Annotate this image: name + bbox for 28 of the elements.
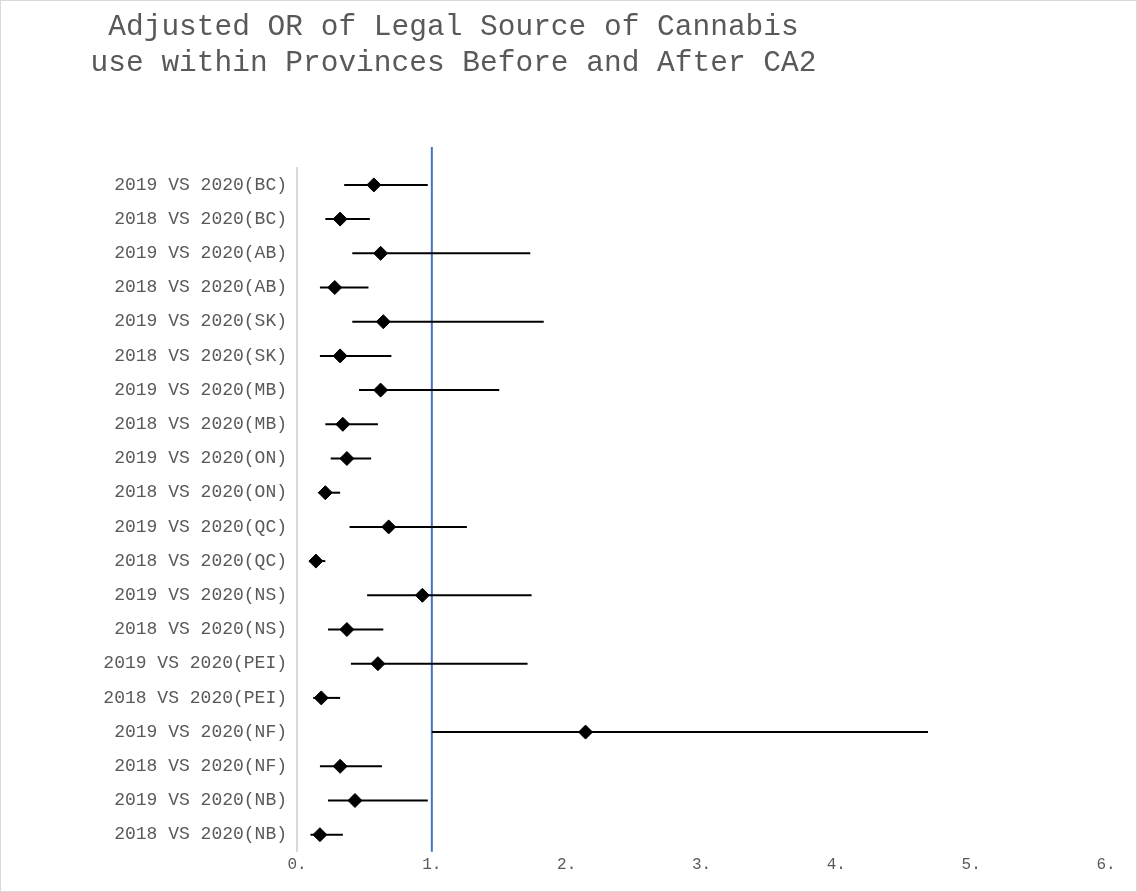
- x-tick-label: 4.: [826, 855, 846, 874]
- y-tick-label: 2019 VS 2020(SK): [114, 311, 287, 332]
- x-tick-label: 6.: [1096, 855, 1116, 874]
- x-tick-label: 0.: [287, 855, 307, 874]
- y-tick-label: 2019 VS 2020(ON): [114, 448, 287, 469]
- y-tick-label: 2019 VS 2020(MB): [114, 379, 287, 400]
- y-tick-label: 2019 VS 2020(AB): [114, 243, 287, 264]
- x-tick-label: 1.: [422, 855, 442, 874]
- y-tick-label: 2018 VS 2020(MB): [114, 414, 287, 435]
- y-tick-label: 2018 VS 2020(ON): [114, 482, 287, 503]
- y-tick-label: 2019 VS 2020(NS): [114, 585, 287, 606]
- y-tick-label: 2018 VS 2020(SK): [114, 345, 287, 366]
- y-tick-label: 2019 VS 2020(PEI): [103, 653, 287, 674]
- y-tick-label: 2019 VS 2020(BC): [114, 174, 287, 195]
- y-tick-label: 2018 VS 2020(BC): [114, 208, 287, 229]
- x-tick-label: 5.: [961, 855, 981, 874]
- y-tick-label: 2018 VS 2020(QC): [114, 550, 287, 571]
- y-tick-label: 2018 VS 2020(NB): [114, 824, 287, 845]
- x-tick-label: 3.: [691, 855, 712, 874]
- chart-title: Adjusted OR of Legal Source of Cannabis use within Provinces Before and After CA2: [89, 9, 818, 81]
- x-tick-label: 2.: [557, 855, 577, 874]
- y-tick-label: 2019 VS 2020(QC): [114, 516, 287, 537]
- y-tick-label: 2018 VS 2020(PEI): [103, 687, 287, 708]
- y-tick-label: 2018 VS 2020(NF): [114, 756, 287, 777]
- y-tick-label: 2018 VS 2020(AB): [114, 277, 287, 298]
- y-tick-label: 2019 VS 2020(NF): [114, 721, 287, 742]
- y-tick-label: 2018 VS 2020(NS): [114, 619, 287, 640]
- y-tick-label: 2019 VS 2020(NB): [114, 790, 287, 811]
